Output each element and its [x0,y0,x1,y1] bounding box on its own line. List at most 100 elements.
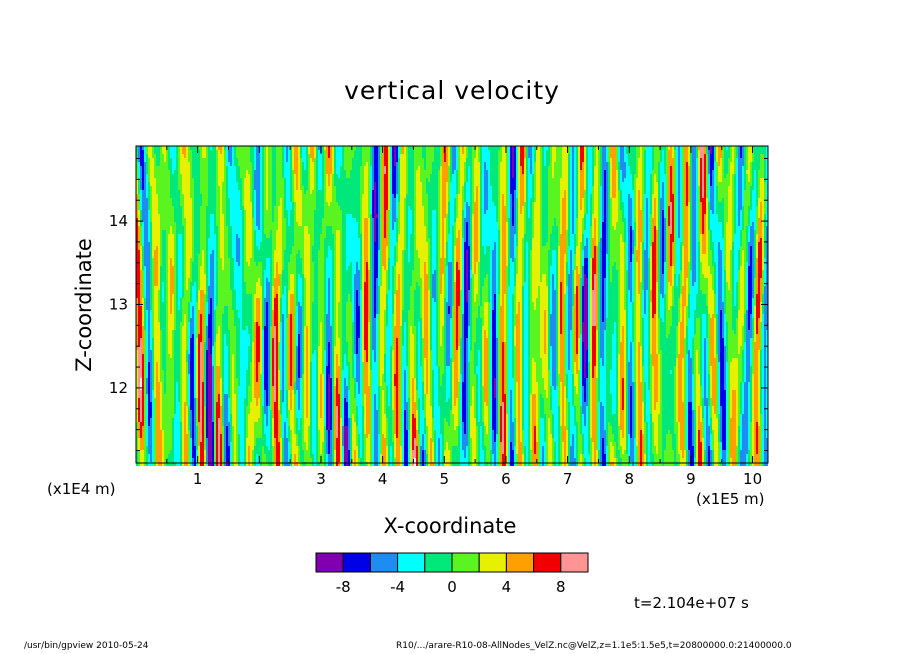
field-cell [214,406,216,410]
field-cell [146,458,148,462]
field-cell [178,178,180,182]
field-cell [202,274,204,278]
field-cell [196,370,198,374]
field-cell [200,370,202,374]
field-cell [158,434,160,438]
field-cell [180,206,182,210]
field-cell [232,422,234,426]
field-cell [156,190,158,194]
field-cell [224,326,226,330]
field-cell [146,250,148,254]
field-cell [158,362,160,366]
field-cell [242,302,244,306]
field-cell [248,198,250,202]
field-cell [238,274,240,278]
field-cell [164,410,166,414]
field-cell [230,394,232,398]
field-cell [200,454,202,458]
field-cell [152,430,154,434]
field-cell [248,314,250,318]
field-cell [232,322,234,326]
field-cell [208,194,210,198]
field-cell [246,170,248,174]
field-cell [246,382,248,386]
field-cell [150,182,152,186]
field-cell [250,438,252,442]
field-cell [204,274,206,278]
field-cell [240,146,242,150]
field-cell [258,178,260,182]
field-cell [184,418,186,422]
field-cell [232,282,234,286]
field-cell [220,366,222,370]
field-cell [238,398,240,402]
field-cell [192,346,194,350]
field-cell [246,238,248,242]
field-cell [200,278,202,282]
field-cell [148,210,150,214]
field-cell [220,390,222,394]
field-cell [210,270,212,274]
field-cell [158,334,160,338]
field-cell [220,194,222,198]
field-cell [168,462,170,466]
field-cell [208,222,210,226]
field-cell [242,422,244,426]
field-cell [214,266,216,270]
field-cell [172,306,174,310]
field-cell [162,226,164,230]
field-cell [140,182,142,186]
field-cell [142,306,144,310]
field-cell [242,186,244,190]
field-cell [188,422,190,426]
field-cell [150,382,152,386]
field-cell [248,394,250,398]
field-cell [184,410,186,414]
field-cell [176,250,178,254]
field-cell [242,158,244,162]
field-cell [232,154,234,158]
field-cell [196,430,198,434]
field-cell [248,442,250,446]
field-cell [166,226,168,230]
field-cell [162,434,164,438]
field-cell [250,298,252,302]
field-cell [218,238,220,242]
field-cell [216,402,218,406]
field-cell [240,290,242,294]
field-cell [202,174,204,178]
field-cell [214,174,216,178]
field-cell [178,386,180,390]
field-cell [160,170,162,174]
field-cell [212,350,214,354]
field-cell [178,338,180,342]
field-cell [242,166,244,170]
field-cell [208,438,210,442]
field-cell [156,390,158,394]
field-cell [244,334,246,338]
field-cell [164,310,166,314]
field-cell [152,422,154,426]
field-cell [198,282,200,286]
field-cell [186,442,188,446]
field-cell [238,194,240,198]
field-cell [200,354,202,358]
field-cell [260,158,262,162]
field-cell [248,350,250,354]
field-cell [156,250,158,254]
field-cell [234,454,236,458]
field-cell [246,270,248,274]
field-cell [148,358,150,362]
field-cell [184,206,186,210]
field-cell [136,254,138,258]
field-cell [236,398,238,402]
field-cell [210,154,212,158]
field-cell [188,406,190,410]
field-cell [220,170,222,174]
field-cell [198,286,200,290]
field-cell [150,246,152,250]
field-cell [162,442,164,446]
field-cell [186,318,188,322]
field-cell [184,222,186,226]
field-cell [218,242,220,246]
